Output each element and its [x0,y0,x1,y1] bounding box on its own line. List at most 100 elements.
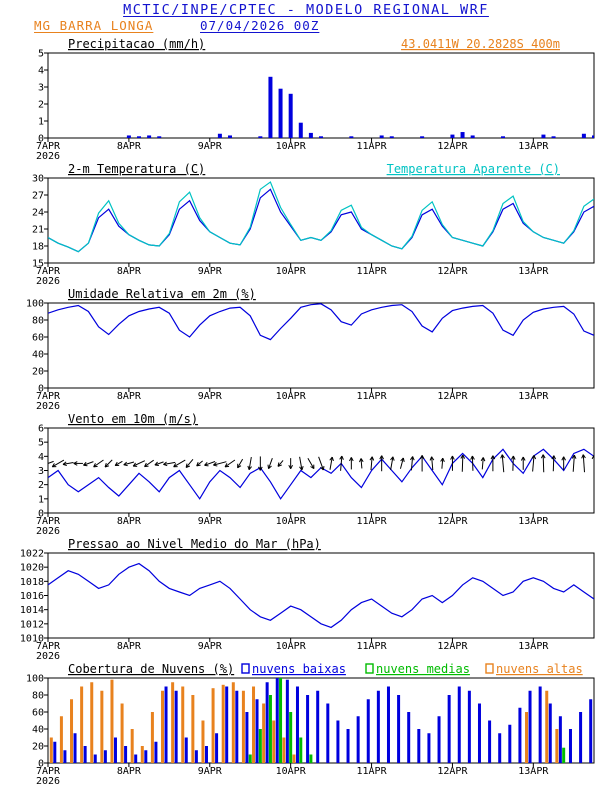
bar-nuvens-altas [90,682,93,763]
bar-nuvens-baixas [114,738,117,764]
bar-precipitacao [258,136,262,138]
x-tick-label: 11APR [357,141,388,152]
y-tick-label: 3 [38,83,44,94]
bar-nuvens-baixas [53,742,56,763]
wind-arrow [543,455,544,473]
y-tick-label: 18 [32,242,44,253]
x-tick-label: 13APR [518,516,549,527]
bar-nuvens-medias [289,712,292,763]
bar-nuvens-baixas [185,738,188,764]
y-tick-label: 30 [32,174,44,185]
y-tick-label: 80 [32,316,44,327]
plot-content-pressao-nmm [48,564,594,628]
x-tick-label: 11APR [357,391,388,402]
legend-swatch-nuvens-baixas [242,664,249,673]
legend-label-nuvens-baixas: nuvens baixas [252,662,346,676]
plot-content-umidade-relativa [48,304,594,340]
bar-precipitacao [218,134,222,138]
bar-nuvens-baixas [478,704,481,764]
x-tick-label: 12APR [437,516,468,527]
bar-nuvens-baixas [539,687,542,764]
x-tick-label: 10APR [276,516,307,527]
bar-nuvens-altas [131,729,134,763]
y-tick-label: 1 [38,494,44,505]
bar-nuvens-altas [252,687,255,764]
bar-precipitacao [309,133,313,138]
wind-arrow [553,456,554,472]
x-tick-label: 13APR [518,641,549,652]
y-tick-label: 2 [38,480,44,491]
y-tick-label: 4 [38,452,44,463]
y-tick-label: 6 [38,424,44,435]
bar-nuvens-altas [141,746,144,763]
x-year-label: 2026 [36,401,60,410]
bar-nuvens-baixas [367,699,370,763]
plot-content-vento-10m [42,449,596,499]
bar-nuvens-altas [191,695,194,763]
bar-nuvens-altas [121,704,124,764]
x-tick-label: 13APR [518,766,549,777]
bar-precipitacao [147,135,151,138]
bar-nuvens-medias [249,755,252,764]
bar-nuvens-medias [269,695,272,763]
y-tick-label: 100 [26,299,44,310]
bar-nuvens-altas [545,691,548,763]
bar-precipitacao [501,136,505,138]
x-tick-label: 10APR [276,641,307,652]
bar-nuvens-altas [212,688,215,763]
bar-nuvens-medias [562,748,565,763]
bar-nuvens-baixas [195,750,198,763]
bar-precipitacao [279,89,283,138]
bar-nuvens-baixas [84,746,87,763]
bar-precipitacao [137,136,141,138]
bar-nuvens-baixas [266,682,269,763]
bar-nuvens-baixas [427,733,430,763]
bar-nuvens-baixas [296,687,299,764]
x-tick-label: 8APR [117,266,142,277]
wind-arrow [583,455,584,473]
panel-title-cobertura-nuvens: Cobertura de Nuvens (%) [68,662,234,676]
bar-nuvens-baixas [215,733,218,763]
y-tick-label: 100 [26,674,44,685]
panel-umidade-relativa: Umidade Relativa em 2m (%)0204060801007A… [0,285,612,410]
bar-nuvens-baixas [498,733,501,763]
bar-nuvens-baixas [124,746,127,763]
bar-nuvens-baixas [326,704,329,764]
y-tick-label: 60 [32,708,44,719]
bar-nuvens-medias [309,755,312,764]
y-tick-label: 2 [38,100,44,111]
bar-precipitacao [552,136,556,138]
x-tick-label: 9APR [198,391,223,402]
bar-nuvens-baixas [508,725,511,763]
panel-right-label-precipitacao: 43.0411W 20.2828S 400m [401,37,560,51]
x-tick-label: 8APR [117,391,142,402]
header-line-1: MCTIC/INPE/CPTEC - MODELO REGIONAL WRF [0,2,612,18]
x-tick-label: 9APR [198,141,223,152]
bar-precipitacao [228,135,232,138]
y-tick-label: 80 [32,691,44,702]
x-tick-label: 13APR [518,141,549,152]
x-tick-label: 13APR [518,391,549,402]
bar-nuvens-medias [279,678,282,763]
bar-nuvens-altas [80,687,83,764]
bar-precipitacao [592,135,596,138]
bar-precipitacao [157,136,161,138]
bar-nuvens-baixas [579,712,582,763]
x-tick-label: 8APR [117,641,142,652]
y-tick-label: 3 [38,466,44,477]
y-tick-label: 1020 [20,563,44,574]
y-tick-label: 5 [38,49,44,60]
y-tick-label: 20 [32,742,44,753]
wind-arrow-head [403,458,404,462]
x-tick-label: 8APR [117,766,142,777]
bar-nuvens-baixas [347,729,350,763]
bar-nuvens-baixas [134,755,137,764]
x-tick-label: 12APR [437,766,468,777]
x-tick-label: 10APR [276,266,307,277]
x-tick-label: 9APR [198,641,223,652]
bar-nuvens-baixas [316,691,319,763]
bar-nuvens-baixas [417,729,420,763]
y-tick-label: 1 [38,117,44,128]
station-label: MG BARRA LONGA [34,18,153,33]
bar-nuvens-altas [262,704,265,764]
